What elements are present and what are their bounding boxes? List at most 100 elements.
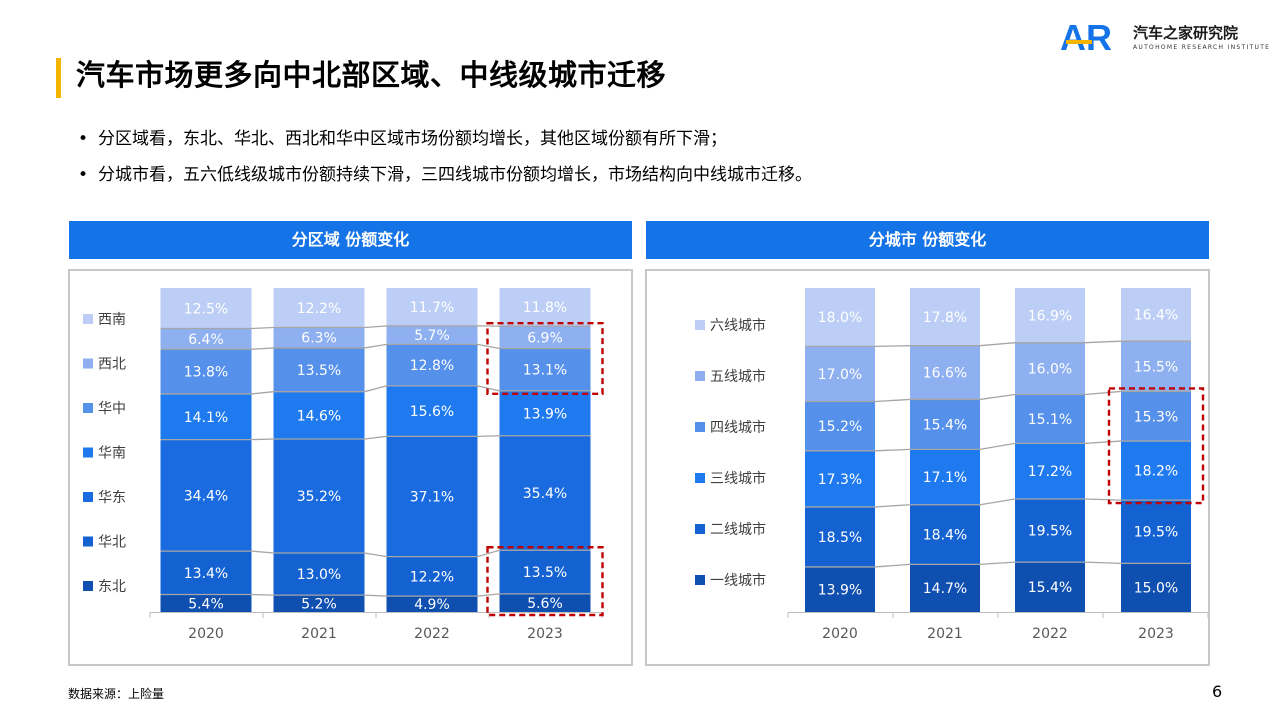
city-bar-2022-二线城市 [1015,499,1085,563]
city-bar-2022-一线城市 [1015,562,1085,612]
city-connector-三线城市 [805,440,1191,452]
region-label-2021-东北: 5.2% [301,597,337,613]
page-number: 6 [1212,682,1223,701]
region-label-2022-东北: 4.9% [414,597,450,613]
region-label-2021-西北: 6.3% [301,331,337,347]
city-label-2023-六线城市: 16.4% [1134,308,1178,324]
summary-bullets: 分区域看，东北、华北、西北和华中区域市场份额均增长，其他区域份额有所下滑； 分城… [76,126,812,198]
city-bar-2020-一线城市 [805,566,875,612]
region-label-2023-东北: 5.6% [527,596,563,612]
city-label-2023-二线城市: 19.5% [1134,525,1178,541]
region-x-tick-label-2021: 2021 [301,626,337,642]
city-legend-swatch-三线城市 [695,473,705,483]
region-panel-header: 分区域 份额变化 [69,221,632,259]
region-bars [160,288,591,612]
region-bar-2022-东北 [386,596,478,612]
city-data-labels: 13.9% 18.5% 17.3% 15.2% 17.0% 18.0% 14.7% 18.4%… [818,308,1178,599]
city-bars [805,288,1191,612]
region-x-tick-label-2020: 2020 [188,626,224,642]
region-legend-label-西北: 西北 [98,357,126,373]
city-legend-swatch-五线城市 [695,371,705,381]
city-bar-2021-二线城市 [910,504,980,565]
city-bar-2022-三线城市 [1015,443,1085,500]
region-x-tick-label-2022: 2022 [414,626,450,642]
region-highlight-box-2 [486,546,604,617]
city-highlight-boxes [1107,387,1205,505]
city-connector-一线城市 [805,561,1191,568]
region-connector-华北 [160,549,591,558]
city-label-2021-六线城市: 17.8% [923,310,967,326]
region-data-labels: 5.4% 13.4% 34.4% 14.1% 13.8% 6.4% 12.5% 5.2% 13.… [184,300,567,613]
logo-text-cn: 汽车之家研究院 [1133,24,1239,42]
city-label-2022-四线城市: 15.1% [1028,412,1072,428]
city-connector-四线城市 [805,390,1191,403]
city-label-2023-三线城市: 18.2% [1134,464,1178,480]
region-bar-2022-华东 [386,436,478,557]
city-connector-二线城市 [805,498,1191,508]
city-bar-2020-六线城市 [805,288,875,347]
city-bar-2022-四线城市 [1015,394,1085,444]
region-legend-label-华北: 华北 [98,535,126,551]
page-title: 汽车市场更多向中北部区域、中线级城市迁移 [76,58,667,92]
city-legend-label-五线城市: 五线城市 [710,368,766,385]
city-label-2023-一线城市: 15.0% [1134,581,1178,597]
region-label-2021-华中: 13.5% [297,363,341,379]
autohome-logo: AR 汽车之家研究院 AUTOHOME RESEARCH INSTITUTE [1060,18,1270,58]
region-legend-swatch-华南 [83,447,93,458]
city-bar-2021-六线城市 [910,288,980,346]
city-bar-2021-一线城市 [910,564,980,612]
city-label-2020-三线城市: 17.3% [818,472,862,488]
region-connector-lines [160,325,591,597]
region-connector-华东 [160,435,591,441]
city-bar-2020-五线城市 [805,346,875,402]
city-bar-2023-二线城市 [1121,500,1191,564]
region-bar-2021-华中 [273,347,365,392]
region-bar-2023-华中 [499,348,591,391]
city-chart-panel: 13.9% 18.5% 17.3% 15.2% 17.0% 18.0% 14.7% 18.4%… [645,269,1210,666]
city-label-2020-一线城市: 13.9% [818,582,862,598]
city-label-2022-六线城市: 16.9% [1028,308,1072,324]
city-label-2020-二线城市: 18.5% [818,530,862,546]
city-label-2022-一线城市: 15.4% [1028,580,1072,596]
region-bar-2023-西北 [499,326,591,349]
city-label-2020-四线城市: 15.2% [818,419,862,435]
region-bar-2022-华南 [386,385,478,437]
region-bar-2020-西南 [160,288,252,329]
region-label-2022-华南: 15.6% [410,404,454,420]
region-label-2022-西南: 11.7% [410,300,454,316]
city-label-2021-五线城市: 16.6% [923,366,967,382]
region-legend-label-华东: 华东 [98,490,126,506]
city-label-2020-六线城市: 18.0% [818,310,862,326]
city-bar-2020-二线城市 [805,506,875,567]
region-label-2023-华东: 35.4% [523,486,567,502]
region-connector-西北 [160,325,591,330]
title-accent-bar [56,58,61,98]
city-bar-2020-四线城市 [805,401,875,451]
region-bar-2023-西南 [499,288,591,327]
region-label-2023-西南: 11.8% [523,300,567,316]
logo-text-en: AUTOHOME RESEARCH INSTITUTE [1133,44,1271,51]
bullet-region: 分区域看，东北、华北、西北和华中区域市场份额均增长，其他区域份额有所下滑； [76,126,812,162]
region-label-2020-华南: 14.1% [184,410,228,426]
region-bar-2021-东北 [273,595,365,612]
region-label-2021-西南: 12.2% [297,301,341,317]
region-legend-label-西南: 西南 [98,312,126,328]
region-label-2023-华南: 13.9% [523,406,567,422]
city-bar-2023-三线城市 [1121,441,1191,501]
region-bar-2023-东北 [499,593,591,612]
city-label-2020-五线城市: 17.0% [818,367,862,383]
region-bar-2020-西北 [160,328,252,350]
region-bar-2020-华南 [160,393,252,440]
city-legend-label-四线城市: 四线城市 [710,419,766,436]
region-legend-swatch-东北 [83,581,93,591]
city-bar-2023-五线城市 [1121,341,1191,392]
city-bar-2022-六线城市 [1015,288,1085,343]
region-legend-label-华南: 华南 [98,446,126,462]
region-bar-2020-华中 [160,349,252,394]
data-source-note: 数据来源：上险量 [68,687,165,701]
city-label-2023-四线城市: 15.3% [1134,409,1178,425]
city-x-tick-label-2021: 2021 [927,626,963,642]
region-bar-2023-华东 [499,435,591,551]
city-legend-swatch-四线城市 [695,422,705,432]
